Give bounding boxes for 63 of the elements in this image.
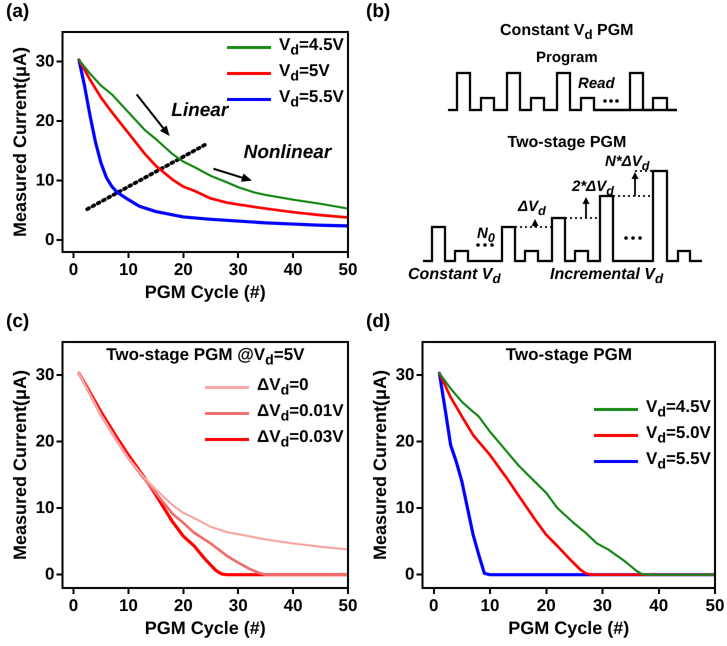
x-tick-label: 50 bbox=[338, 260, 358, 279]
y-tick-label: 20 bbox=[36, 110, 55, 130]
x-tick-label: 10 bbox=[118, 596, 138, 615]
y-tick-label: 10 bbox=[36, 170, 55, 190]
y-tick-label: 0 bbox=[405, 564, 415, 584]
x-tick-label: 0 bbox=[68, 596, 78, 615]
annotation: Nonlinear bbox=[244, 142, 332, 164]
text: Constant V$_{d}$ bbox=[408, 266, 501, 287]
x-tick-label: 50 bbox=[338, 596, 358, 615]
x-axis-title: PGM Cycle (#) bbox=[508, 618, 630, 638]
y-tick-label: 30 bbox=[36, 364, 55, 384]
x-tick-label: 20 bbox=[536, 596, 556, 615]
text: Constant V$_{d}$ PGM bbox=[500, 22, 634, 43]
text: 2*ΔV$_{d}$ bbox=[572, 178, 614, 199]
text: (b) bbox=[366, 1, 390, 23]
x-tick-label: 50 bbox=[706, 596, 724, 615]
y-tick-label: 30 bbox=[396, 364, 415, 384]
legend-label: V$_{d}$=5.0V bbox=[646, 423, 711, 447]
chart-title: Two-stage PGM @V$_{d}$=5V bbox=[106, 345, 305, 369]
x-tick-label: 40 bbox=[649, 596, 668, 615]
text: Program bbox=[536, 49, 598, 66]
x-tick-label: 20 bbox=[174, 260, 193, 279]
x-tick-label: 10 bbox=[118, 260, 138, 279]
x-tick-label: 40 bbox=[284, 260, 303, 279]
x-tick-label: 30 bbox=[228, 596, 248, 615]
y-tick-label: 10 bbox=[396, 498, 415, 517]
x-tick-label: 0 bbox=[429, 596, 438, 615]
legend-label: V$_{d}$=5.5V bbox=[646, 449, 711, 473]
y-tick-label: 0 bbox=[45, 564, 55, 584]
legend-label: V$_{d}$=5.5V bbox=[279, 87, 344, 111]
text: (d) bbox=[366, 311, 390, 333]
legend-label: V$_{d}$=4.5V bbox=[646, 397, 711, 421]
y-tick-label: 0 bbox=[45, 230, 55, 249]
x-axis-title: PGM Cycle (#) bbox=[144, 282, 266, 302]
text: (a) bbox=[6, 1, 30, 23]
y-tick-label: 20 bbox=[396, 431, 415, 450]
x-tick-label: 20 bbox=[174, 596, 193, 615]
text: Read bbox=[578, 75, 615, 92]
text: ΔV$_{d}$ bbox=[518, 198, 546, 219]
y-tick-label: 20 bbox=[36, 431, 55, 450]
legend-label: V$_{d}$=5V bbox=[279, 61, 330, 85]
x-tick-label: 40 bbox=[284, 596, 303, 615]
y-axis-title: Measured Current(μA) bbox=[10, 46, 30, 238]
y-axis-title: Measured Current(μA) bbox=[370, 370, 390, 560]
text: (c) bbox=[6, 311, 30, 333]
x-tick-label: 0 bbox=[68, 260, 78, 279]
y-tick-label: 10 bbox=[36, 498, 55, 517]
chart-title: Two-stage PGM bbox=[506, 345, 632, 365]
legend-label: V$_{d}$=4.5V bbox=[279, 35, 344, 59]
text: N*ΔV$_{d}$ bbox=[605, 153, 650, 174]
x-tick-label: 30 bbox=[228, 260, 248, 279]
annotation: Linear bbox=[171, 100, 228, 122]
y-tick-label: 30 bbox=[36, 51, 55, 70]
legend-label: ΔV$_{d}$=0 bbox=[257, 375, 309, 399]
x-tick-label: 10 bbox=[480, 596, 500, 615]
legend-label: ΔV$_{d}$=0.03V bbox=[257, 427, 344, 451]
x-axis-title: PGM Cycle (#) bbox=[144, 618, 266, 638]
x-tick-label: 30 bbox=[593, 596, 612, 615]
legend-label: ΔV$_{d}$=0.01V bbox=[257, 401, 344, 425]
y-axis-title: Measured Current(μA) bbox=[10, 370, 30, 560]
text: N$_{0}$ bbox=[477, 225, 495, 246]
text: Incremental V$_{d}$ bbox=[550, 266, 664, 287]
text: Two-stage PGM bbox=[508, 134, 626, 152]
